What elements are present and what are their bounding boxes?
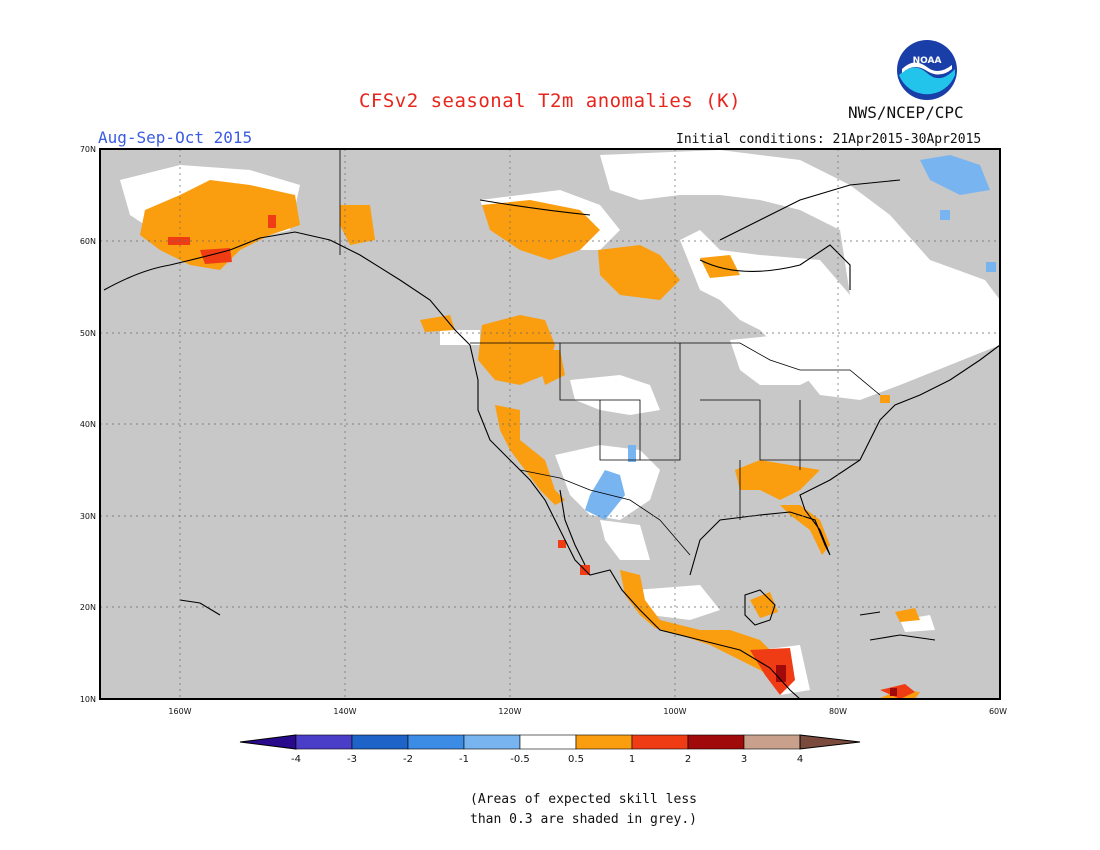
colorbar-label: -1 [459,754,469,765]
agency-label: NWS/NCEP/CPC [848,103,964,122]
colorbar-swatch [575,734,633,750]
noaa-logo-icon: NOAA [897,40,957,100]
longitude-labels: 160W 140W 120W 100W 80W 60W [168,707,1007,716]
lat-label: 70N [80,145,96,154]
lat-label: 60N [80,237,96,246]
colorbar-swatch [687,734,745,750]
colorbar-swatch [351,734,409,750]
colorbar-swatch [407,734,465,750]
lon-label: 120W [498,707,521,716]
colorbar-label: -2 [403,754,413,765]
colorbar-swatch [519,734,577,750]
colorbar-label: 3 [741,754,747,765]
lat-label: 50N [80,329,96,338]
lat-label: 20N [80,603,96,612]
lat-label: 10N [80,695,96,704]
colorbar-swatch [463,734,521,750]
below-normal-areas [585,155,996,520]
above-normal-areas [140,180,920,699]
colorbar-label: -3 [347,754,357,765]
colorbar-label: 2 [685,754,691,765]
logo-text: NOAA [913,56,942,66]
lon-label: 160W [168,707,191,716]
colorbar: -4 -3 -2 -1 -0.5 0.5 1 2 3 4 [239,734,861,765]
colorbar-swatch [631,734,689,750]
political-borders [339,149,881,556]
lon-label: 80W [829,707,847,716]
lat-label: 40N [80,420,96,429]
colorbar-label: 0.5 [568,754,584,765]
colorbar-label: 1 [629,754,635,765]
colorbar-swatch [743,734,801,750]
colorbar-arrow-low [239,734,297,750]
anomaly-fields [100,149,1000,699]
colorbar-label: -4 [291,754,301,765]
lon-label: 140W [333,707,356,716]
colorbar-label: 4 [797,754,803,765]
map-frame [99,148,1001,700]
lon-label: 60W [989,707,1007,716]
colorbar-swatch [295,734,353,750]
skill-note-line-1: (Areas of expected skill less [470,792,697,807]
colorbar-arrow-high [799,734,861,750]
skill-note: (Areas of expected skill less than 0.3 a… [470,790,730,830]
lat-label: 30N [80,512,96,521]
latitude-labels: 70N 60N 50N 40N 30N 20N 10N [80,145,96,704]
initial-conditions: Initial conditions: 21Apr2015-30Apr2015 [676,132,982,147]
skill-note-line-2: than 0.3 are shaded in grey.) [470,812,697,827]
forecast-period: Aug-Sep-Oct 2015 [98,128,253,147]
colorbar-label: -0.5 [510,754,530,765]
lon-label: 100W [663,707,686,716]
coastlines [103,179,1000,699]
graticule [100,149,1000,699]
chart-title: CFSv2 seasonal T2m anomalies (K) [358,90,742,112]
